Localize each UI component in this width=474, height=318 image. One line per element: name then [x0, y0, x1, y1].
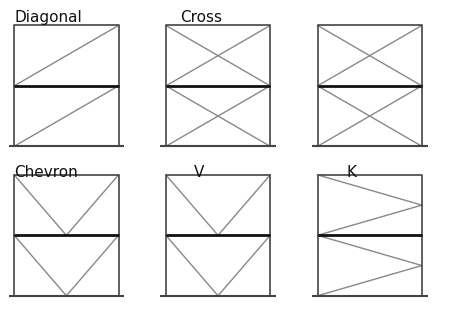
Text: Chevron: Chevron — [14, 165, 78, 180]
Text: Diagonal: Diagonal — [14, 10, 82, 24]
Text: K: K — [346, 165, 356, 180]
Text: V: V — [194, 165, 205, 180]
Text: Cross: Cross — [180, 10, 222, 24]
